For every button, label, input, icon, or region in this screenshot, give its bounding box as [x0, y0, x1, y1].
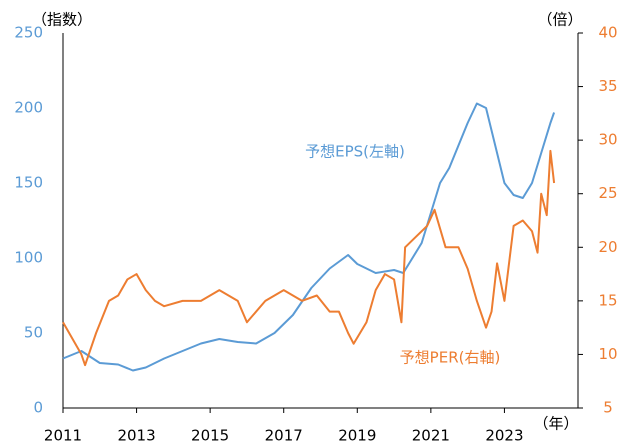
right-unit-label: （倍） — [537, 11, 582, 29]
left-unit-label: （指数） — [32, 11, 92, 29]
y-tick-label: 50 — [24, 324, 43, 342]
x-unit-label: （年） — [533, 415, 578, 433]
y2-tick-label: 35 — [598, 77, 617, 95]
x-tick-label: 2011 — [44, 427, 82, 443]
x-tick-label: 2017 — [265, 427, 303, 443]
series-line — [62, 102, 556, 372]
y-tick-label: 150 — [14, 174, 43, 192]
series-annotation: 予想PER(右軸) — [400, 349, 501, 367]
y-tick-label: 100 — [14, 249, 43, 267]
y-tick-label: 0 — [33, 399, 43, 417]
x-tick-label: 2019 — [338, 427, 376, 443]
y2-tick-label: 5 — [603, 399, 613, 417]
x-tick-label: 2021 — [412, 427, 450, 443]
y2-tick-label: 10 — [598, 345, 617, 363]
y-tick-label: 200 — [14, 99, 43, 117]
y2-tick-label: 20 — [598, 238, 617, 256]
y-tick-label: 250 — [14, 24, 43, 42]
series-line — [62, 149, 556, 367]
y2-tick-label: 15 — [598, 291, 617, 309]
y2-tick-label: 25 — [598, 184, 617, 202]
y2-tick-label: 40 — [598, 24, 617, 42]
x-tick-label: 2023 — [485, 427, 523, 443]
y2-tick-label: 30 — [598, 131, 617, 149]
x-tick-label: 2015 — [191, 427, 229, 443]
series-annotation: 予想EPS(左軸) — [305, 143, 405, 161]
x-tick-label: 2013 — [117, 427, 155, 443]
